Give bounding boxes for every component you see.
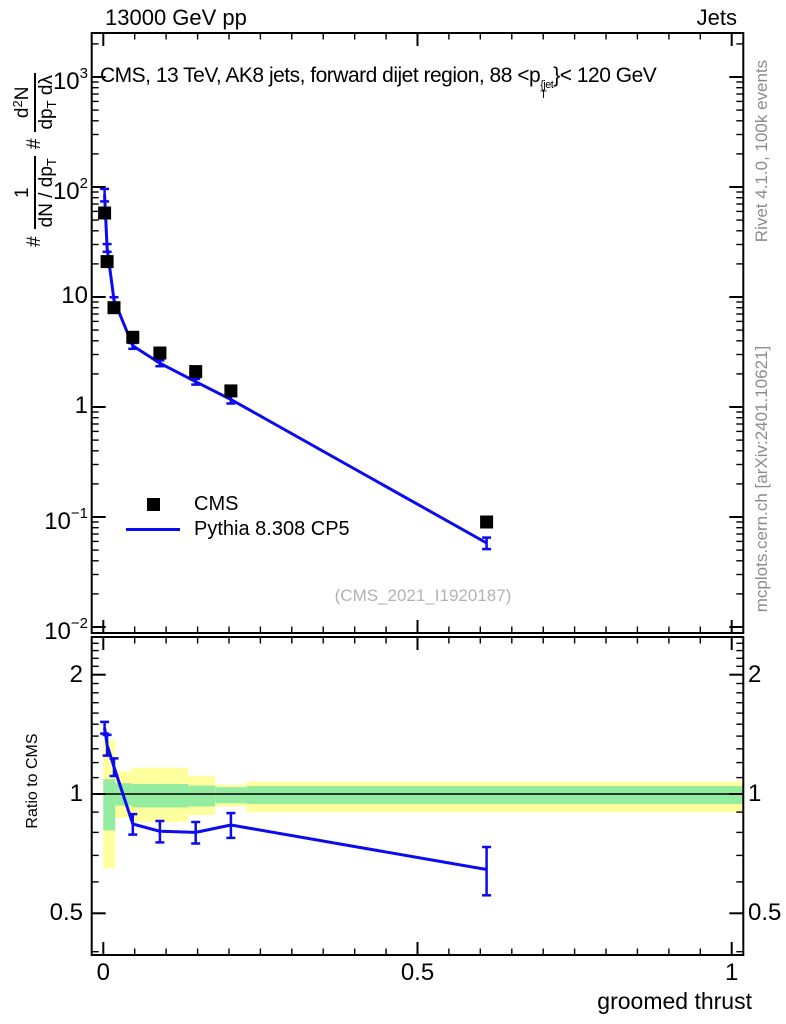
analysis-id-watermark: (CMS_2021_I1920187)	[334, 586, 512, 605]
tick-label: 1	[725, 959, 739, 986]
hash-symbol: #	[24, 236, 45, 247]
pythia-line-marker	[126, 528, 180, 531]
tick-label: 2	[748, 660, 762, 688]
beam-energy-label: 13000 GeV pp	[105, 5, 247, 30]
legend-label: Pythia 8.308 CP5	[194, 518, 350, 540]
pt-jet-stack: {jet T	[540, 79, 554, 101]
mcplots-arxiv-note: mcplots.cern.ch [arXiv:2401.10621]	[752, 345, 771, 613]
tick-label: 0.5	[400, 959, 435, 986]
tick-label: 102	[52, 175, 88, 205]
legend-item-cms: CMS	[124, 492, 350, 517]
tick-label: 0.5	[748, 899, 782, 927]
rivet-version-note: Rivet 4.1.0, 100k events	[752, 59, 771, 243]
tick-label: 1	[69, 780, 83, 807]
tick-label: 1	[74, 392, 88, 419]
hash-symbol: #	[24, 138, 45, 150]
legend-item-pythia: Pythia 8.308 CP5	[124, 517, 350, 542]
tick-label: 10	[61, 282, 88, 309]
x-axis-label: groomed thrust	[597, 988, 752, 1014]
tick-label: 0.5	[49, 899, 83, 927]
analysis-group-label: Jets	[696, 5, 737, 30]
tick-label: 10−2	[44, 615, 88, 645]
fraction-d2n-dptdlambda: d2N dpT dλ	[10, 73, 59, 132]
legend: CMS Pythia 8.308 CP5	[124, 492, 350, 542]
tick-label: 1	[748, 780, 762, 807]
tick-label: 103	[52, 65, 88, 95]
tick-label: 2	[69, 660, 83, 688]
fraction-one-over-dndpt: 1 dN / dpT	[12, 156, 59, 230]
plot-title: CMS, 13 TeV, AK8 jets, forward dijet reg…	[100, 64, 657, 101]
tick-label: 0	[96, 959, 110, 986]
cms-square-marker	[146, 498, 160, 511]
ratio-y-axis-label: Ratio to CMS	[24, 733, 41, 829]
legend-label: CMS	[194, 493, 239, 515]
tick-label: 10−1	[44, 505, 88, 535]
